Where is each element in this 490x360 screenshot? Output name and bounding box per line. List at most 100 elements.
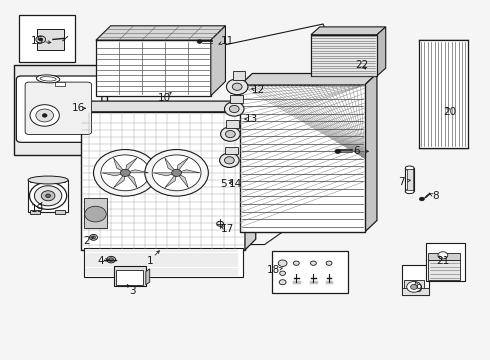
Bar: [28, 180, 68, 212]
Circle shape: [278, 260, 287, 266]
Text: 15: 15: [31, 36, 44, 46]
Polygon shape: [165, 158, 176, 173]
Circle shape: [29, 182, 67, 210]
FancyBboxPatch shape: [25, 82, 92, 134]
Text: 2: 2: [83, 236, 90, 246]
Polygon shape: [81, 101, 256, 112]
Bar: [404, 280, 424, 294]
Polygon shape: [153, 173, 176, 176]
Circle shape: [107, 256, 116, 263]
Polygon shape: [176, 170, 200, 173]
Bar: [428, 253, 460, 260]
Circle shape: [311, 261, 317, 265]
Polygon shape: [125, 170, 149, 173]
Text: 20: 20: [443, 107, 457, 117]
Circle shape: [197, 40, 202, 43]
Circle shape: [280, 271, 286, 275]
Bar: [402, 288, 429, 296]
Bar: [30, 178, 40, 182]
Bar: [419, 40, 468, 148]
Polygon shape: [125, 158, 137, 173]
Bar: [240, 85, 365, 232]
Circle shape: [121, 169, 130, 176]
Circle shape: [41, 191, 55, 201]
Text: 17: 17: [221, 225, 235, 234]
Bar: [96, 40, 211, 96]
Circle shape: [220, 127, 240, 141]
Text: 18: 18: [267, 265, 280, 275]
Circle shape: [326, 261, 332, 265]
Circle shape: [225, 131, 235, 138]
Circle shape: [232, 83, 242, 90]
Text: 10: 10: [158, 93, 171, 103]
Bar: [233, 71, 245, 80]
Polygon shape: [240, 73, 377, 85]
Circle shape: [226, 79, 248, 95]
Bar: [116, 270, 143, 285]
Circle shape: [224, 157, 234, 164]
Bar: [402, 265, 429, 296]
Bar: [226, 121, 239, 128]
Circle shape: [92, 236, 96, 239]
Bar: [426, 243, 465, 281]
Text: 6: 6: [353, 146, 360, 156]
Text: 16: 16: [72, 103, 85, 113]
Bar: [114, 266, 146, 286]
Ellipse shape: [405, 166, 414, 170]
Circle shape: [438, 252, 448, 259]
Text: 11: 11: [221, 36, 235, 46]
FancyBboxPatch shape: [16, 76, 102, 142]
Polygon shape: [114, 173, 125, 188]
Bar: [55, 178, 65, 182]
Polygon shape: [365, 73, 377, 232]
Circle shape: [85, 206, 106, 222]
Text: 4: 4: [98, 256, 104, 266]
Bar: [14, 65, 107, 155]
Bar: [81, 112, 245, 250]
Polygon shape: [211, 26, 225, 96]
Circle shape: [90, 234, 98, 240]
Circle shape: [36, 36, 46, 43]
Bar: [55, 82, 65, 86]
Text: 8: 8: [432, 191, 439, 201]
Text: 22: 22: [356, 60, 369, 70]
Polygon shape: [146, 269, 150, 285]
Polygon shape: [114, 158, 125, 173]
Polygon shape: [96, 26, 225, 40]
Ellipse shape: [28, 176, 68, 184]
Circle shape: [411, 284, 417, 289]
Circle shape: [34, 186, 62, 206]
Circle shape: [294, 261, 299, 265]
Bar: [84, 248, 243, 277]
Polygon shape: [165, 173, 176, 188]
Text: 5: 5: [220, 179, 226, 189]
Text: 21: 21: [436, 256, 449, 266]
Text: 13: 13: [245, 114, 258, 124]
Circle shape: [224, 102, 244, 116]
Ellipse shape: [40, 77, 56, 81]
Bar: [225, 147, 238, 154]
Circle shape: [152, 155, 201, 191]
Polygon shape: [176, 158, 188, 173]
Circle shape: [217, 221, 223, 226]
Bar: [230, 95, 243, 103]
Circle shape: [109, 258, 114, 261]
Bar: [407, 169, 413, 190]
Text: 1: 1: [147, 256, 153, 266]
Text: 19: 19: [31, 204, 44, 214]
Circle shape: [30, 105, 59, 126]
Bar: [19, 15, 75, 62]
Text: 14: 14: [229, 179, 242, 189]
Circle shape: [419, 197, 424, 201]
Polygon shape: [102, 173, 125, 176]
Ellipse shape: [36, 75, 60, 83]
Polygon shape: [377, 27, 386, 76]
Polygon shape: [125, 173, 137, 188]
Bar: [272, 251, 347, 293]
Text: 7: 7: [398, 177, 405, 187]
Ellipse shape: [405, 189, 414, 194]
Circle shape: [229, 105, 239, 113]
Circle shape: [101, 155, 150, 191]
Circle shape: [172, 169, 181, 176]
Text: 9: 9: [415, 284, 422, 294]
